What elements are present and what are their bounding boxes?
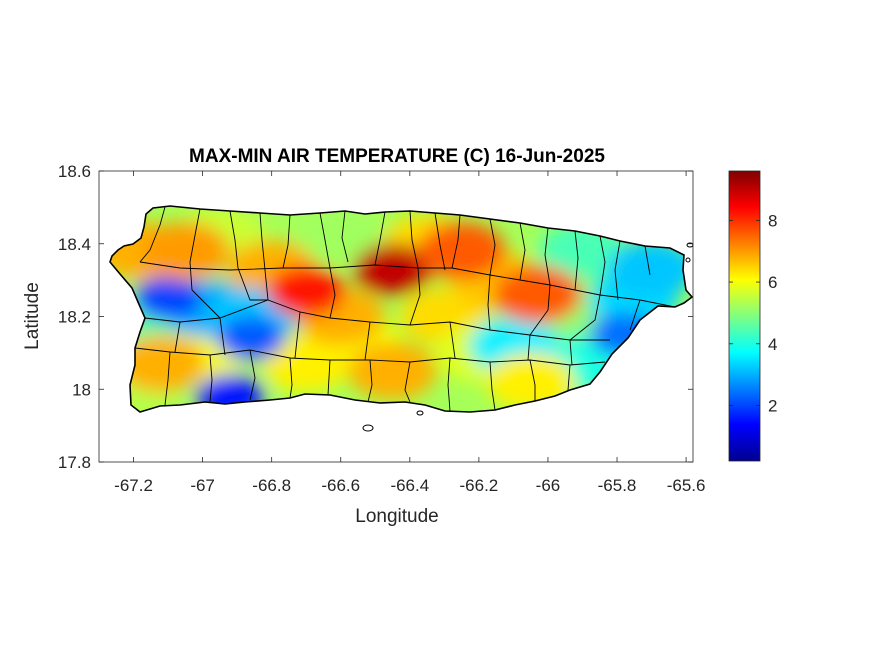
municipality-border [409, 210, 419, 269]
colorbar-tick-label: 8 [768, 211, 777, 230]
temperature-field [110, 206, 692, 412]
temperature-blob [607, 240, 692, 299]
colorbar-tick-label: 4 [768, 335, 777, 354]
municipality-border [139, 206, 166, 263]
islet [416, 410, 424, 416]
x-tick-label: -65.6 [667, 476, 706, 495]
municipality-border [434, 212, 446, 271]
municipality-border [189, 208, 201, 291]
municipality-border [614, 240, 621, 301]
municipality-border [489, 218, 496, 276]
municipality-border [569, 294, 601, 341]
y-axis: 17.8 18 18.2 18.4 18.6 [58, 162, 693, 472]
municipality-border [294, 311, 301, 359]
x-tick-label: -67 [190, 476, 215, 495]
temperature-blob [217, 316, 285, 361]
municipality-border [409, 267, 421, 326]
municipality-border [487, 274, 491, 331]
islet [362, 424, 374, 432]
y-tick-label: 17.8 [58, 453, 91, 472]
municipality-border [319, 212, 331, 269]
colorbar [728, 170, 761, 462]
municipality-border [237, 267, 268, 301]
municipality-border [644, 245, 651, 276]
municipality-border [174, 321, 181, 353]
x-tick-label: -66 [536, 476, 561, 495]
municipality-border [404, 361, 411, 403]
colorbar-tick-label: 2 [768, 396, 777, 415]
x-tick-label: -65.8 [598, 476, 637, 495]
municipality-border [164, 351, 171, 406]
municipality-border [569, 339, 573, 366]
municipality-border [139, 261, 676, 308]
municipality-border [289, 357, 293, 399]
municipality-border [282, 214, 291, 269]
x-tick-label: -66.8 [252, 476, 291, 495]
municipality-border [364, 321, 371, 361]
municipality-border [519, 222, 526, 281]
municipality-border [451, 214, 461, 269]
municipality-border [529, 284, 551, 336]
municipality-border [191, 289, 221, 319]
municipality-borders [134, 206, 676, 412]
temperature-blob [262, 334, 351, 393]
municipality-border [209, 354, 213, 403]
islets [362, 242, 694, 432]
temperature-blob [267, 265, 346, 317]
municipality-border [447, 357, 451, 412]
x-tick-label: -66.2 [460, 476, 499, 495]
chart-title: MAX-MIN AIR TEMPERATURE (C) 16-Jun-2025 [189, 146, 605, 167]
municipality-border [449, 321, 456, 359]
colorbar-ticks: 2 4 6 8 [729, 211, 777, 415]
municipality-border [249, 349, 256, 401]
y-tick-label: 18.2 [58, 308, 91, 327]
municipality-border [529, 359, 536, 401]
x-tick-label: -66.6 [321, 476, 360, 495]
x-tick-label: -66.4 [390, 476, 429, 495]
islet [685, 257, 691, 263]
municipality-border [599, 235, 606, 296]
colorbar-tick-label: 6 [768, 273, 777, 292]
y-tick-label: 18 [72, 380, 91, 399]
temperature-blob [493, 265, 582, 324]
municipality-border [229, 210, 239, 269]
municipality-border [574, 230, 579, 291]
y-axis-label: Latitude [22, 282, 43, 350]
municipality-border [259, 212, 269, 301]
coastline [109, 205, 694, 413]
municipality-border [374, 211, 386, 266]
temperature-blob [353, 243, 432, 295]
municipality-border [489, 361, 496, 411]
municipality-border [567, 364, 571, 391]
municipality-border [367, 359, 373, 403]
municipality-border [219, 317, 226, 356]
temperature-blob [296, 207, 385, 266]
x-tick-label: -67.2 [114, 476, 153, 495]
municipality-border [629, 299, 641, 331]
y-tick-label: 18.6 [58, 162, 91, 181]
municipality-border [327, 359, 331, 396]
municipality-border [527, 334, 531, 361]
temperature-blob [141, 222, 230, 280]
municipality-border [544, 227, 551, 286]
municipality-border [329, 267, 336, 319]
temperature-blob [116, 334, 206, 393]
y-tick-label: 18.4 [58, 235, 91, 254]
temperature-blob [417, 222, 506, 280]
x-axis: -67.2 -67 -66.8 -66.6 -66.4 -66.2 -66 -65.8 -65.… [114, 171, 705, 495]
temperature-blob [134, 276, 202, 321]
temperature-blob [348, 342, 437, 400]
x-axis-label: Longitude [355, 506, 438, 527]
municipality-border [341, 210, 349, 263]
